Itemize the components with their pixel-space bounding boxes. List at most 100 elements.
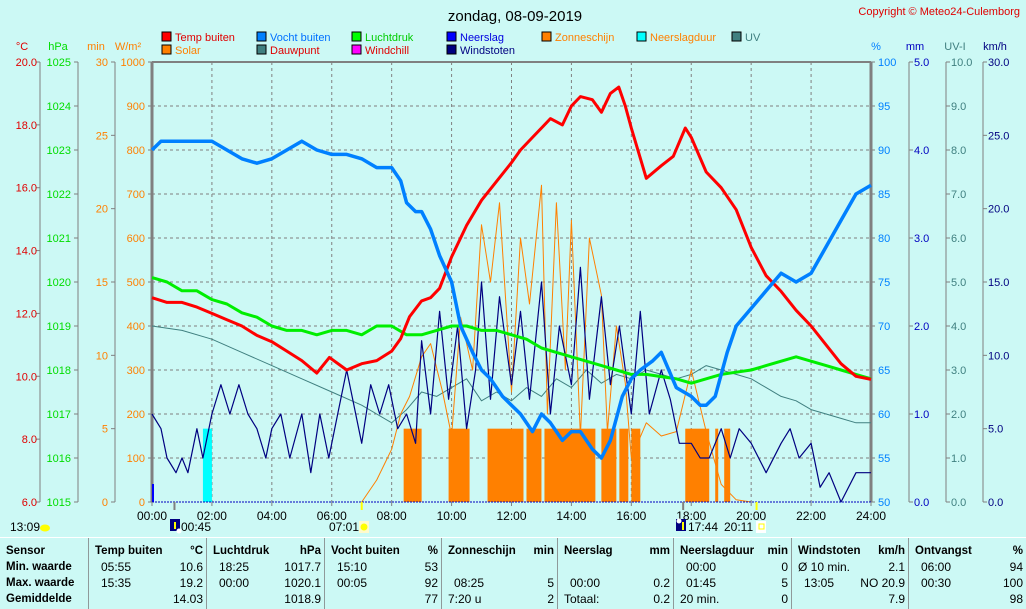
humidity-series	[150, 139, 872, 460]
axis-tick-label: 3.0	[951, 365, 966, 377]
cell-label: 00:30	[921, 576, 952, 590]
x-tick-label: 00:00	[137, 509, 167, 523]
axis-tick-label: 1021	[47, 233, 71, 245]
axis-tick-label: 0.0	[914, 497, 929, 509]
table-row: 15:10 53	[325, 559, 441, 575]
axis-unit-label: %	[871, 41, 881, 53]
axis-tick-label: 900	[127, 101, 145, 113]
x-tick-label: 12:00	[496, 509, 526, 523]
axis-unit-label: W/m²	[115, 41, 142, 53]
table-column: Zonneschijn min 08:25 5 7:20 u 2	[441, 538, 557, 609]
axis-tick-label: 14.0	[16, 246, 37, 258]
stats-table: Sensor Min. waarde Max. waarde Gemiddelde Te…	[0, 537, 1026, 609]
x-tick-label: 22:00	[796, 509, 826, 523]
column-title: Zonneschijn	[448, 545, 516, 557]
cell-value: 2	[547, 592, 554, 606]
sunshine-bar	[487, 428, 524, 502]
axis-tick-label: 400	[127, 321, 145, 333]
cell-label: 18:25	[219, 560, 250, 574]
cell-value: 0	[781, 592, 788, 606]
temp-series	[151, 85, 872, 381]
x-tick-label: 04:00	[257, 509, 287, 523]
axis-tick-label: 65	[878, 365, 890, 377]
table-row: 1018.9	[207, 591, 324, 607]
axis-tick-label: 1000	[121, 57, 145, 69]
axis-tick-label: 9.0	[951, 101, 966, 113]
sunshine-bar	[619, 428, 629, 502]
axis-tick-label: 10.0	[951, 57, 972, 69]
axis-tick-label: 85	[878, 189, 890, 201]
cell-value: NO 20.9	[860, 576, 905, 590]
legend-label: Vocht buiten	[270, 32, 331, 44]
legend-label: Luchtdruk	[365, 32, 414, 44]
plot-area	[150, 62, 872, 503]
axis-tick-label: 8.0	[951, 145, 966, 157]
axis-tick-label: 1017	[47, 409, 71, 421]
x-tick-label: 02:00	[197, 509, 227, 523]
table-row: 00:00 1020.1	[207, 575, 324, 591]
axis-tick-label: 6.0	[22, 497, 37, 509]
cell-label: 20 min.	[680, 592, 720, 606]
table-row: 00:30 100	[909, 575, 1026, 591]
table-header: Windstoten km/h	[792, 543, 908, 559]
table-row: 7:20 u 2	[442, 591, 557, 607]
axes: °C6.08.010.012.014.016.018.020.0hPa10151…	[16, 41, 1010, 509]
cell-value: 5	[547, 576, 554, 590]
axis-tick-label: 5	[102, 424, 108, 436]
legend-label: Solar	[175, 45, 201, 57]
legend-swatch	[541, 31, 552, 42]
axis-tick-label: 15.0	[988, 277, 1009, 289]
axis-tick-label: 20	[96, 204, 108, 216]
x-axis: 00:00 02:00 04:00 06:00 08:00 10:00 12:00 14:00…	[137, 502, 886, 523]
axis-tick-label: 25	[96, 130, 108, 142]
sunset-icon	[756, 521, 766, 533]
cell-value: 10.6	[179, 560, 203, 574]
axis-tick-label: 8.0	[22, 434, 37, 446]
axis-tick-label: 30	[96, 57, 108, 69]
cell-label: 7:20 u	[448, 592, 482, 606]
axis-unit-label: °C	[16, 41, 28, 53]
table-header: Vocht buiten%	[325, 543, 441, 559]
axis-tick-label: 200	[127, 409, 145, 421]
axis-unit-label: hPa	[48, 41, 68, 53]
table-row: 14.03	[89, 591, 206, 607]
table-row: 00:00 0	[674, 559, 791, 575]
axis-tick-label: 10.0	[988, 350, 1009, 362]
legend-swatch	[351, 31, 362, 42]
legend-label: Neerslagduur	[650, 32, 716, 44]
moonset-icon	[170, 519, 182, 534]
column-title: Ontvangst	[915, 545, 972, 557]
axis-tick-label: 0	[102, 497, 108, 509]
axis-tick-label: 100	[127, 453, 145, 465]
table-row	[558, 559, 673, 575]
moonrise-time: 17:44	[688, 520, 718, 534]
table-row: 00:00 0.2	[558, 575, 673, 591]
table-header: Neerslagduur min	[674, 543, 791, 559]
cell-value: 7.9	[888, 592, 905, 606]
cell-label: Max. waarde	[6, 577, 75, 589]
column-unit: min	[767, 545, 788, 557]
axis-tick-label: 95	[878, 101, 890, 113]
copyright-text: Copyright © Meteo24-Culemborg	[858, 6, 1020, 18]
sun-small-icon	[40, 524, 50, 532]
cell-value: 100	[1002, 576, 1023, 590]
dewpoint-series	[151, 325, 871, 424]
sunset-time: 20:11	[724, 520, 753, 534]
legend-label: Temp buiten	[175, 32, 235, 44]
cell-label: 00:00	[219, 576, 250, 590]
table-row: 08:25 5	[442, 575, 557, 591]
table-column: Vocht buiten% 15:10 53 00:05 92 77	[324, 538, 441, 609]
column-title: Temp buiten	[95, 545, 163, 557]
axis-tick-label: 4.0	[951, 321, 966, 333]
sunshine-bar	[724, 428, 731, 502]
axis-tick-label: 300	[127, 365, 145, 377]
sunshine-bar	[631, 428, 641, 502]
legend-swatch	[256, 31, 267, 42]
cell-value: 14.03	[172, 592, 203, 606]
cell-label: 06:00	[921, 560, 952, 574]
axis-tick-label: 1019	[47, 321, 71, 333]
cell-label: Min. waarde	[6, 561, 72, 573]
table-header: Ontvangst%	[909, 543, 1026, 559]
table-column: Ontvangst% 06:00 94 00:30 100 98	[908, 538, 1026, 609]
x-tick-label: 06:00	[317, 509, 347, 523]
